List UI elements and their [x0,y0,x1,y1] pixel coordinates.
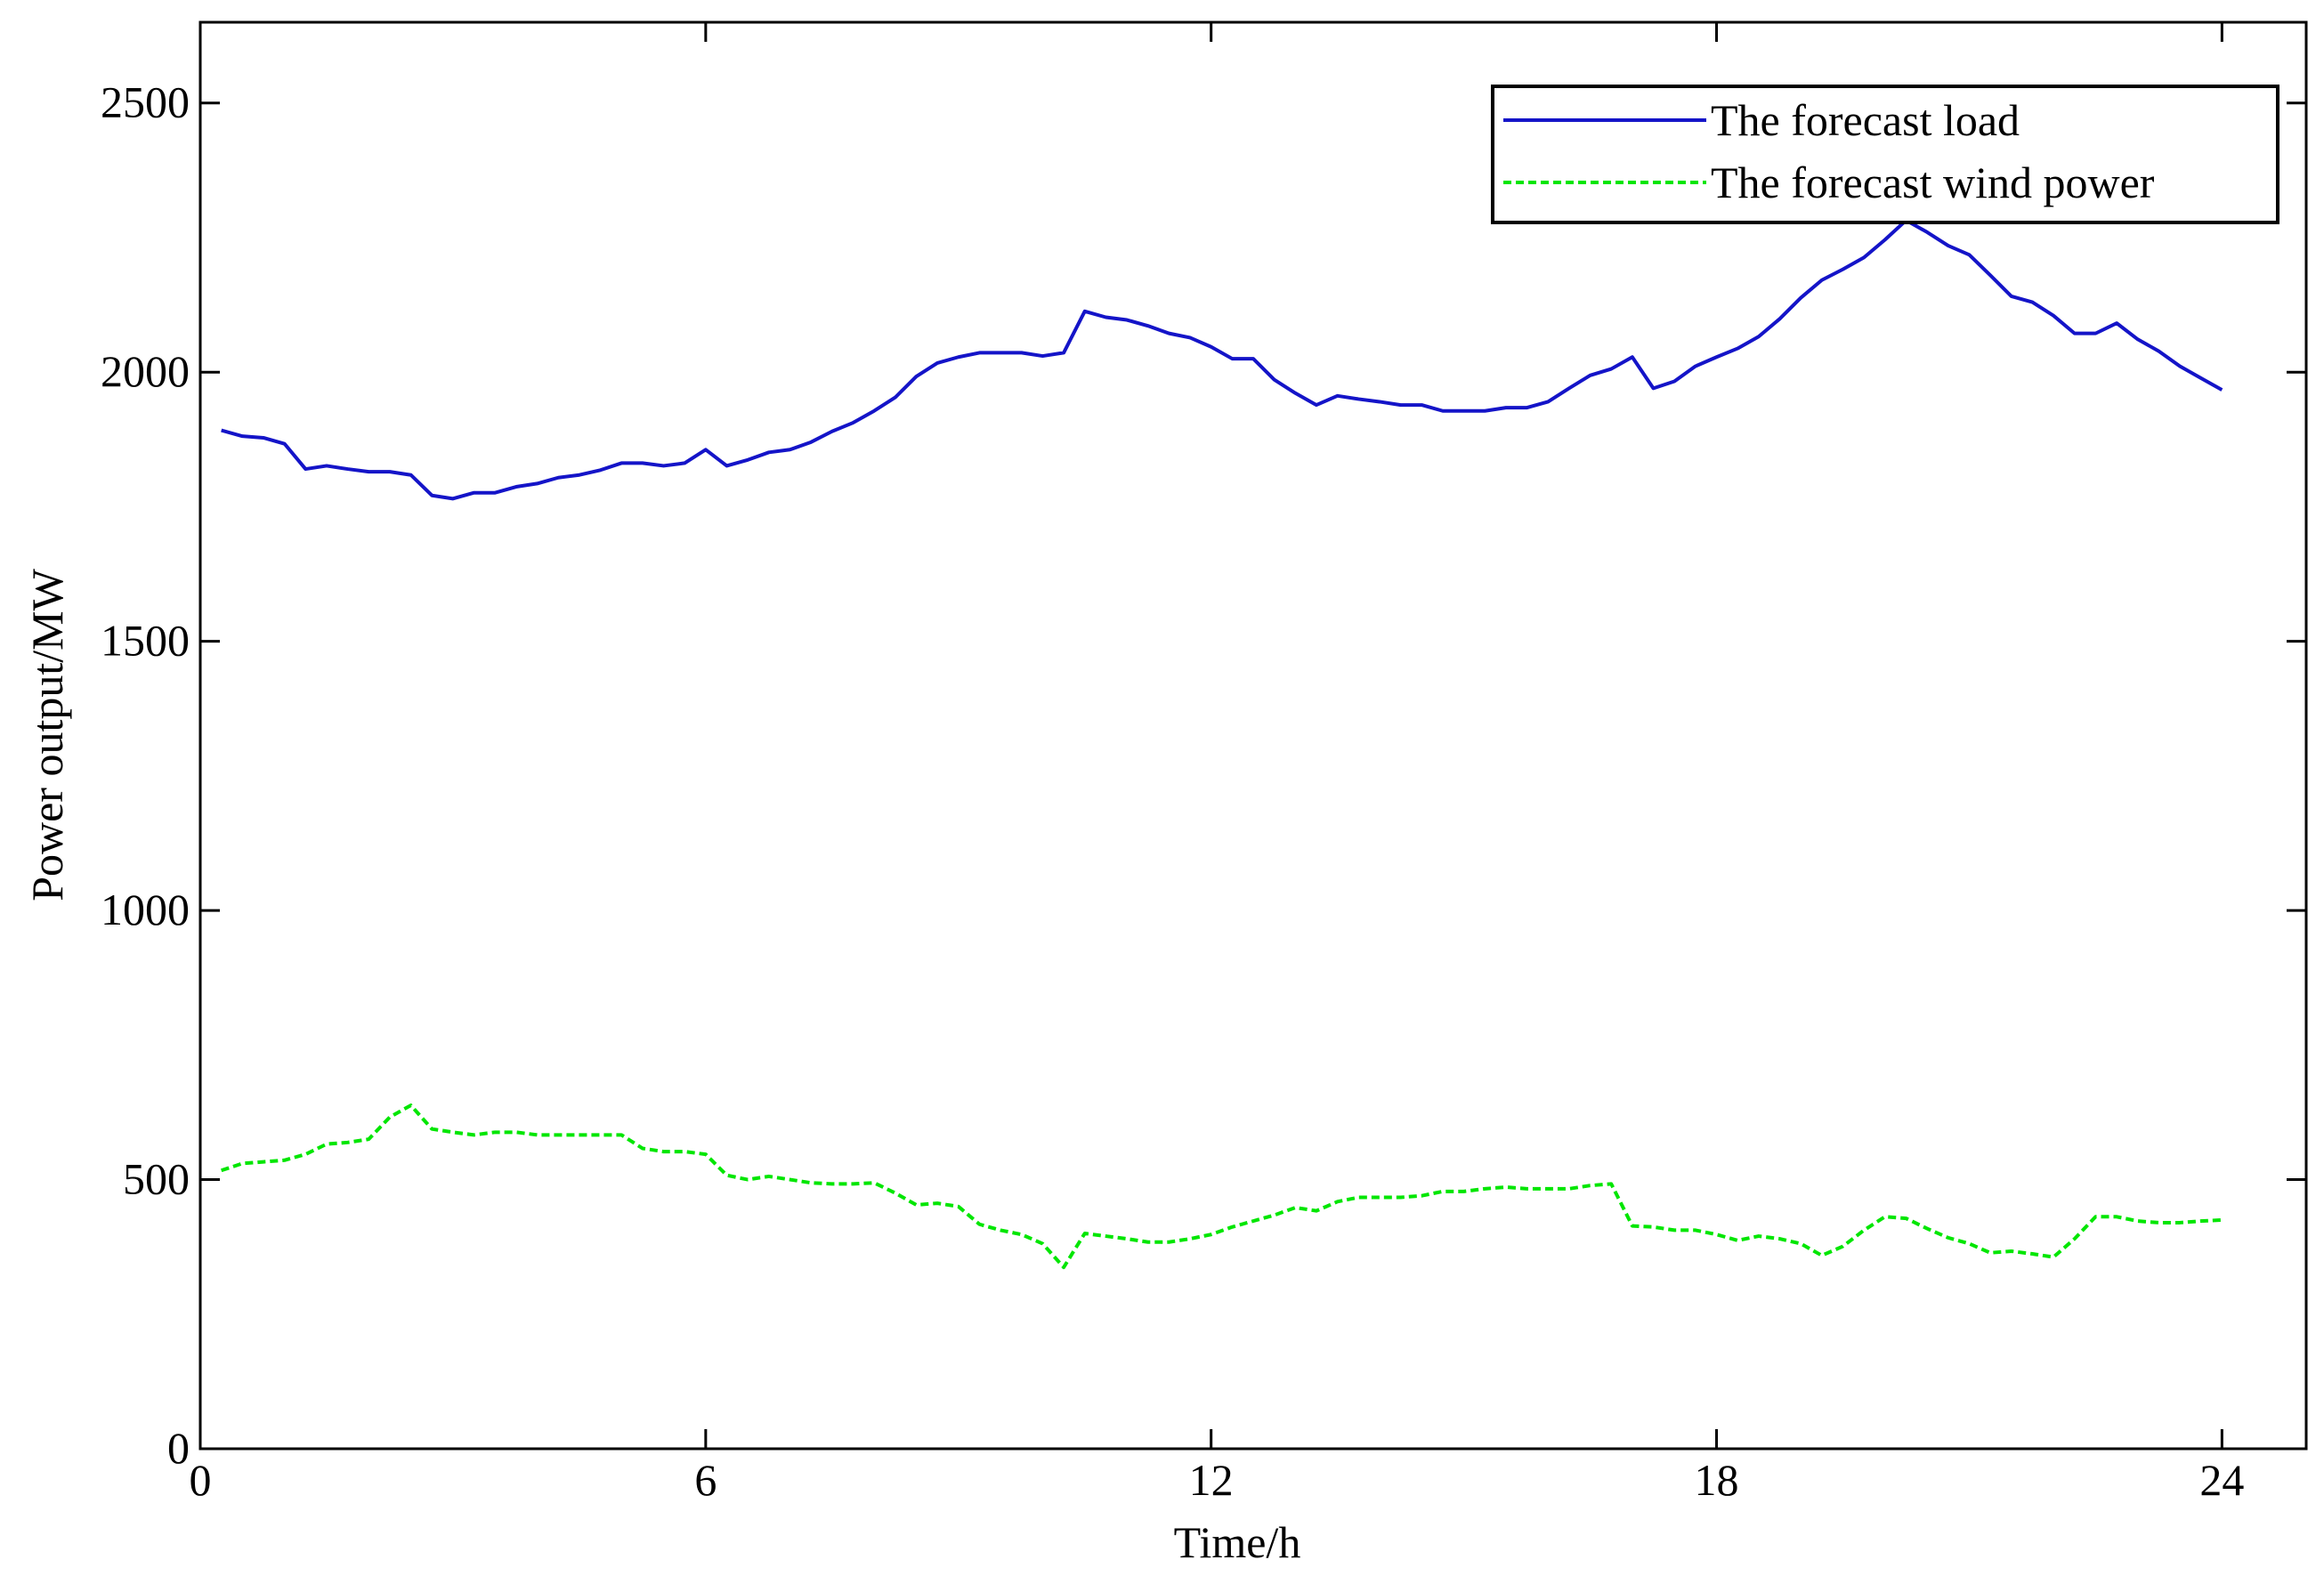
data-line [221,1103,2223,1270]
legend-label: The forecast wind power [1711,158,2155,207]
x-tick-label: 0 [190,1455,212,1505]
legend-label: The forecast load [1711,95,2020,145]
x-tick-label: 18 [1695,1455,1739,1505]
y-tick-label: 500 [123,1154,190,1204]
x-tick-label: 6 [694,1455,717,1505]
x-tick-label: 24 [2199,1455,2244,1505]
data-line [221,218,2223,501]
y-tick-label: 0 [167,1423,190,1473]
y-tick-label: 1000 [101,885,190,934]
y-tick-label: 1500 [101,616,190,666]
legend-box [1491,85,2279,224]
x-axis-label: Time/h [1174,1517,1301,1567]
plot-frame [198,20,2308,1451]
y-tick-label: 2000 [101,346,190,396]
y-tick-label: 2500 [101,77,190,127]
x-tick-label: 12 [1189,1455,1234,1505]
y-axis-label: Power output/MW [22,568,72,901]
